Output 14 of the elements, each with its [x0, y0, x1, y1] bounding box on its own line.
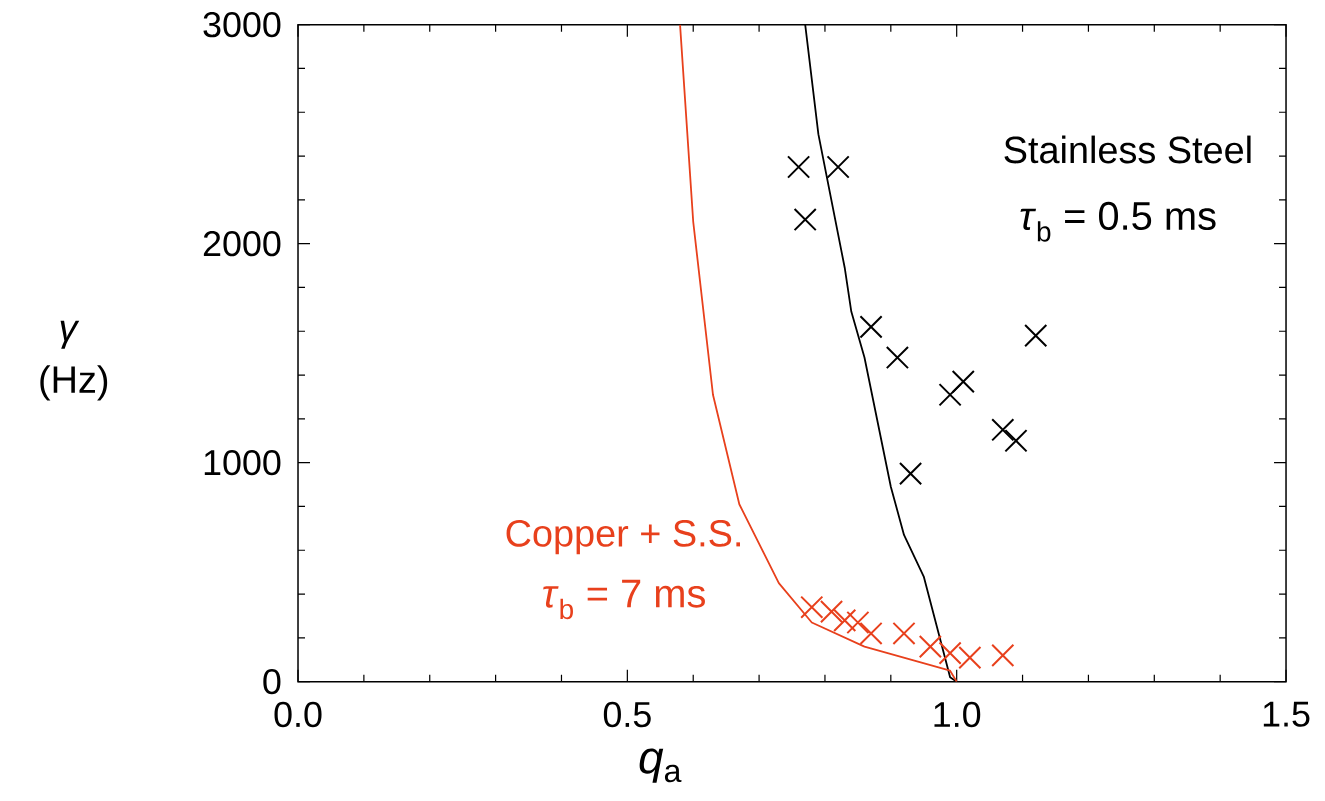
y-tick-label: 1000 [204, 450, 281, 476]
y-tick-label: 2000 [203, 231, 281, 257]
y-axis-title: γ (Hz) [40, 321, 108, 401]
x-axis-title: q$_{a}$ [639, 748, 682, 783]
annotation: τ$_{b}$ = 7 ms [543, 580, 705, 620]
x-tick-label: 1.5 [1263, 701, 1310, 727]
x-tick-label: 0.5 [603, 701, 651, 728]
legend-label: Stainless Steel [1004, 135, 1251, 164]
x-tick-label: 1.0 [934, 701, 981, 728]
text: Copper + S.S. [506, 520, 740, 555]
y-tick-label: 3000 [203, 12, 281, 38]
y-tick-label: 0 [263, 669, 281, 695]
annotation: τ$_{b}$ = 0.5 ms [1020, 202, 1216, 242]
x-tick-label: 0.0 [274, 701, 322, 728]
